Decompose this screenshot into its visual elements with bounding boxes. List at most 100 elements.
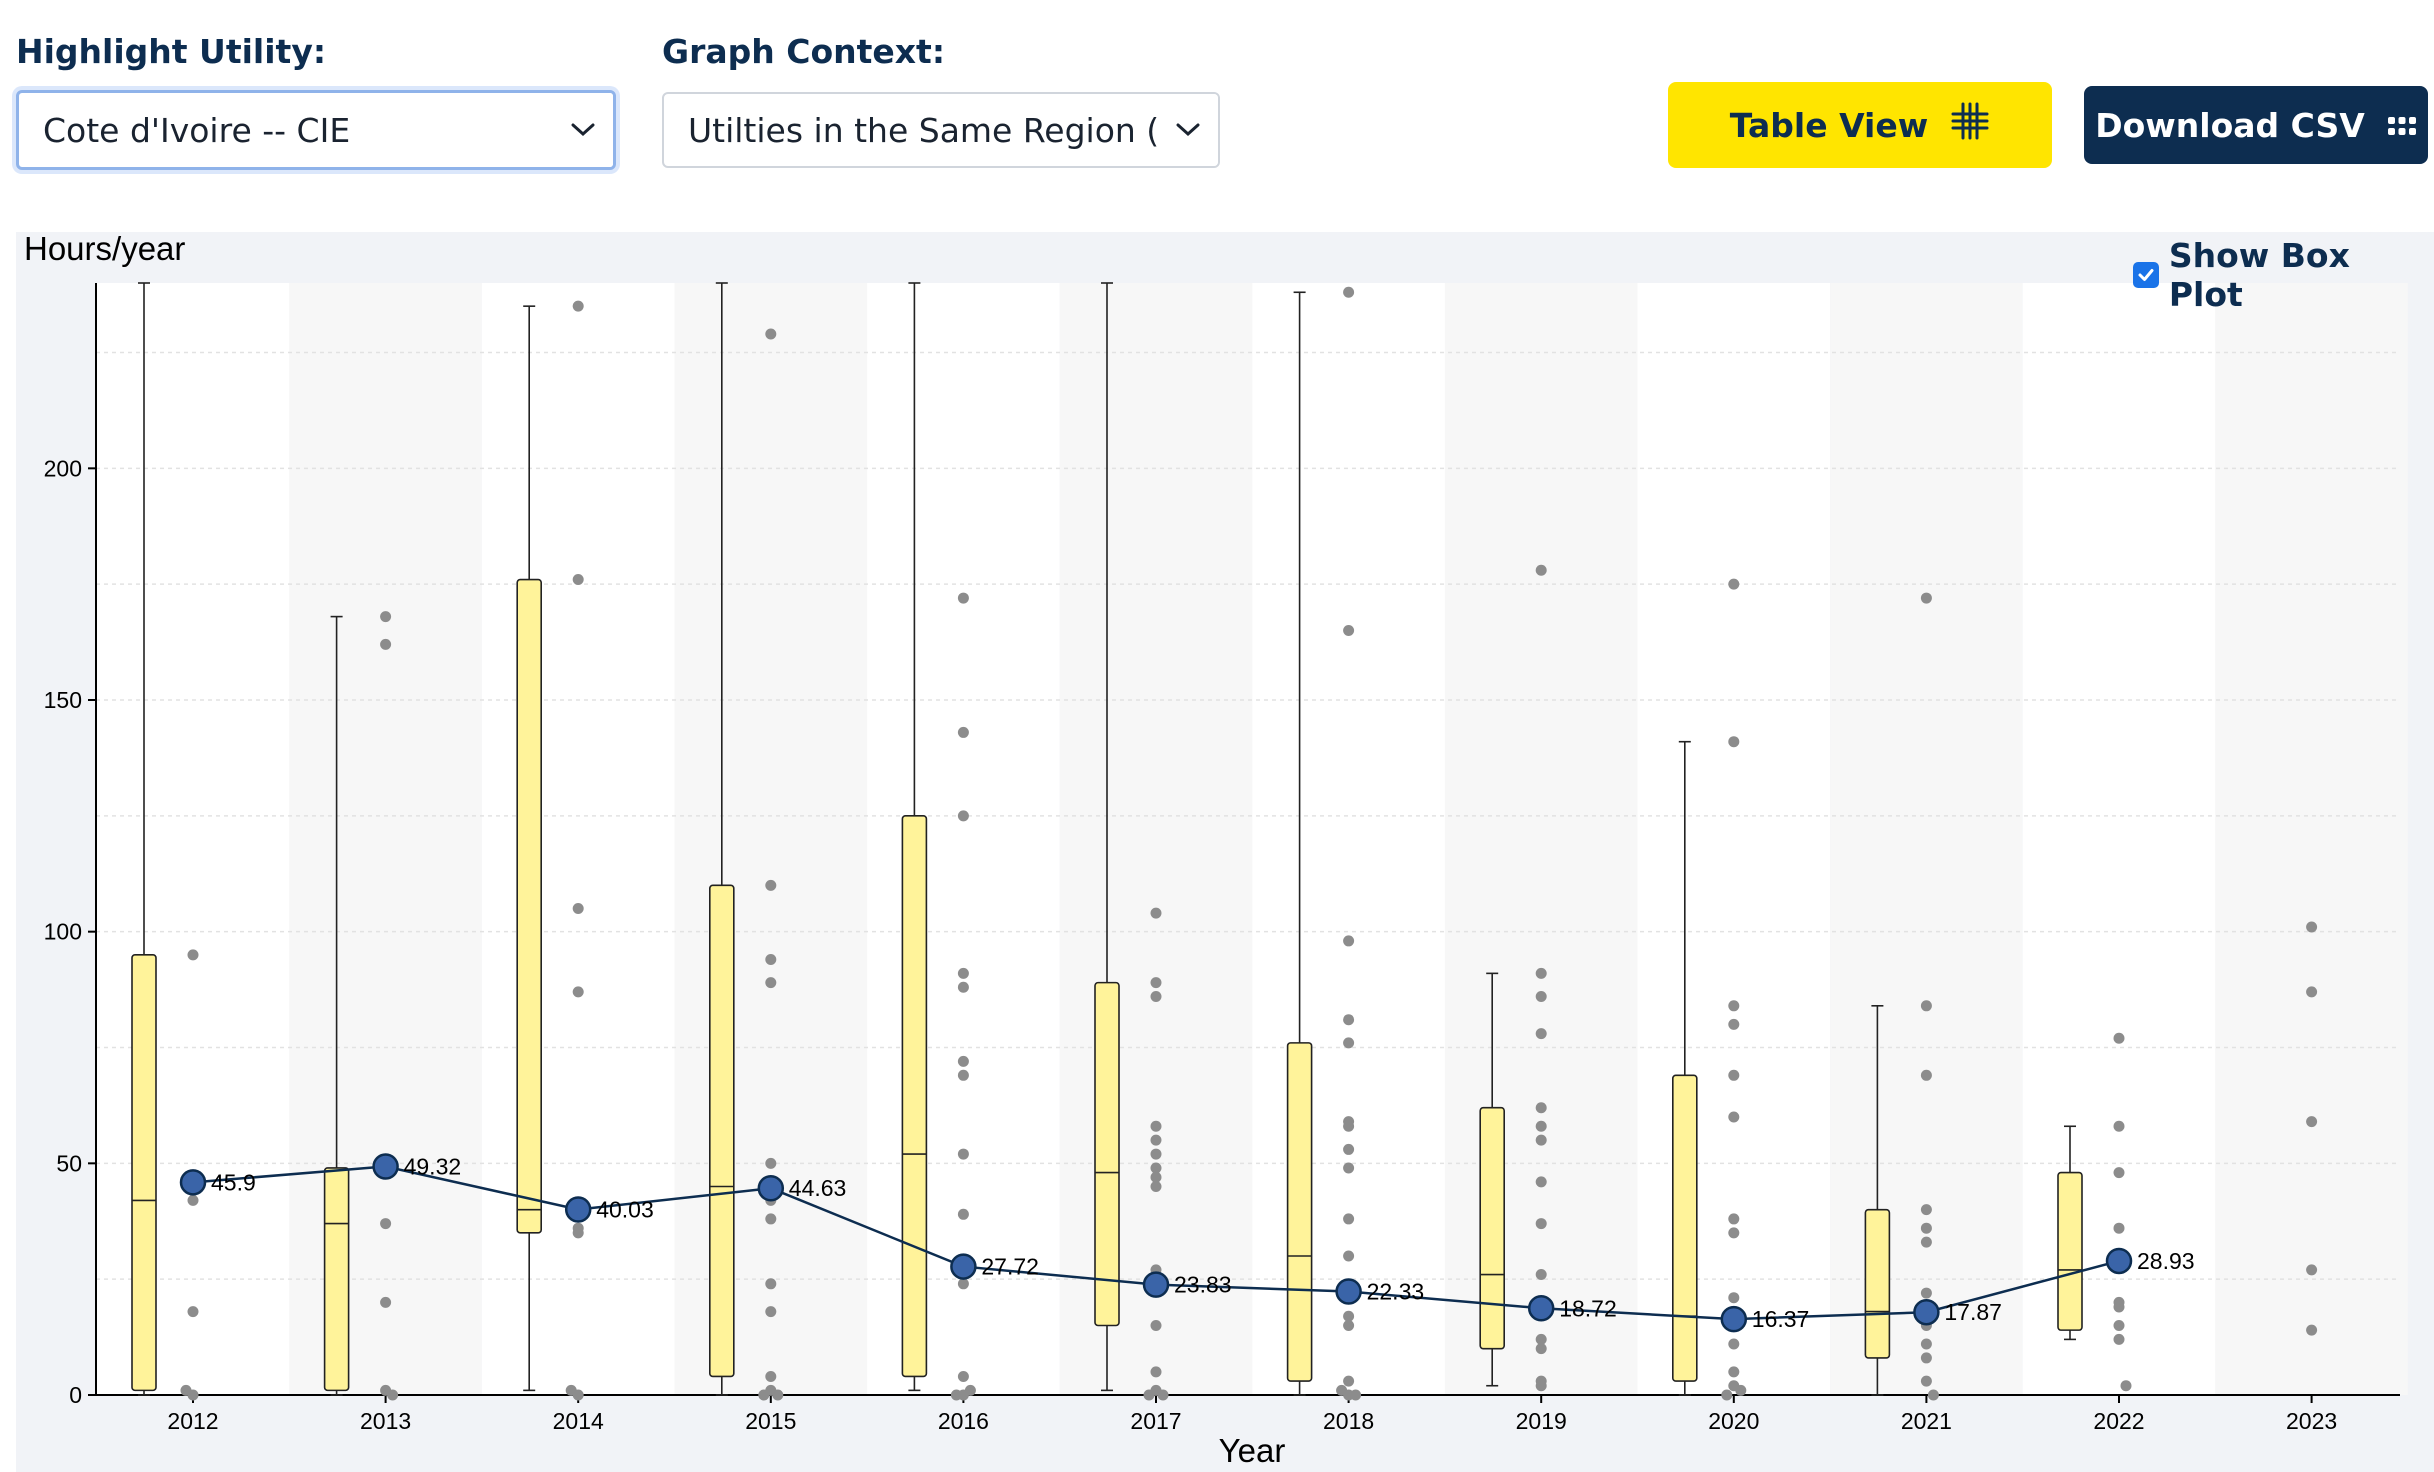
box-iqr (1672, 1074, 1698, 1382)
category-band (1059, 283, 1253, 1395)
utility-point (2113, 1333, 2125, 1345)
highlight-point (1335, 1278, 1362, 1305)
x-axis-title: Year (1219, 1432, 1286, 1469)
highlight-point (564, 1196, 592, 1223)
utility-point (572, 300, 584, 312)
table-view-button[interactable]: Table View (1668, 82, 2052, 168)
utility-point (1343, 1014, 1355, 1026)
utility-point (1157, 1389, 1169, 1401)
utility-point (957, 726, 969, 738)
utility-point (1920, 1000, 1932, 1012)
highlight-point (1142, 1271, 1170, 1298)
y-tick-label: 100 (44, 919, 82, 945)
highlight-data-label: 49.32 (404, 1153, 462, 1179)
utility-point (1920, 1069, 1932, 1081)
utility-point (1150, 1171, 1162, 1183)
category-band (867, 283, 1060, 1395)
utility-point (1728, 1213, 1740, 1225)
utility-point (1535, 1333, 1547, 1345)
box-iqr (1094, 981, 1120, 1327)
category-band (2022, 283, 2216, 1395)
utility-point (1920, 1338, 1932, 1350)
dots-grid-icon (2387, 106, 2417, 145)
utility-point (1920, 1375, 1932, 1387)
box-iqr (1864, 1208, 1891, 1359)
utility-point (957, 592, 969, 604)
utility-point (2113, 1120, 2125, 1132)
utility-point (2113, 1320, 2125, 1331)
x-tick-label: 2022 (2093, 1408, 2144, 1434)
highlight-data-label: 27.72 (981, 1254, 1039, 1280)
utility-point (1150, 1181, 1162, 1192)
utility-point (1150, 991, 1162, 1003)
highlight-point (1720, 1305, 1748, 1333)
chevron-down-icon (1158, 94, 1218, 166)
utility-point (380, 638, 392, 650)
utility-point (572, 1227, 584, 1239)
x-tick-label: 2013 (360, 1408, 411, 1434)
utility-point (765, 953, 777, 965)
utility-point (1150, 1134, 1162, 1146)
utility-point (1535, 1028, 1547, 1040)
utility-point (957, 810, 969, 822)
utility-point (1728, 1018, 1740, 1030)
utility-point (1343, 1375, 1355, 1387)
utility-point (1535, 967, 1547, 979)
utility-point (957, 1208, 969, 1220)
highlight-utility-select[interactable]: Cote d'Ivoire -- CIE (16, 90, 616, 170)
highlight-data-label: 16.37 (1752, 1306, 1810, 1332)
highlight-data-label: 22.33 (1367, 1279, 1425, 1305)
y-tick-label: 200 (44, 455, 82, 481)
utility-point (1143, 1389, 1155, 1401)
utility-point (1343, 625, 1355, 636)
box-iqr (131, 954, 157, 1392)
utility-point (1343, 1143, 1355, 1155)
utility-point (765, 328, 777, 340)
utility-point (1343, 1310, 1355, 1322)
utility-point (957, 1389, 969, 1401)
utility-point (1150, 1320, 1162, 1331)
checkbox-checked-icon[interactable] (2133, 262, 2159, 288)
utility-point (1150, 907, 1162, 919)
highlight-point (372, 1153, 399, 1180)
highlight-utility-value: Cote d'Ivoire -- CIE (43, 110, 351, 150)
box-iqr (2057, 1171, 2083, 1331)
utility-point (1535, 1380, 1547, 1392)
utility-point (187, 1306, 199, 1318)
show-box-plot-toggle[interactable]: Show Box Plot (2133, 236, 2434, 314)
utility-point (1920, 1287, 1932, 1299)
x-tick-label: 2015 (745, 1408, 796, 1434)
utility-point (187, 1194, 199, 1206)
highlight-point (757, 1174, 785, 1202)
category-band (674, 283, 868, 1395)
utility-point (765, 1157, 777, 1169)
highlight-data-label: 44.63 (789, 1175, 847, 1201)
utility-point (1721, 1389, 1733, 1401)
utility-point (1343, 1037, 1355, 1049)
highlight-point (1527, 1295, 1555, 1322)
chevron-down-icon (553, 93, 613, 167)
highlight-data-label: 45.9 (211, 1169, 256, 1195)
x-tick-label: 2012 (167, 1408, 218, 1434)
category-band (1444, 283, 1638, 1395)
utility-point (1728, 1111, 1740, 1123)
y-tick-label: 50 (56, 1150, 82, 1176)
utility-point (1920, 1222, 1932, 1234)
utility-point (1535, 1176, 1547, 1188)
utility-point (1728, 1366, 1740, 1378)
utility-point (187, 949, 199, 961)
graph-context-select[interactable]: Utilties in the Same Region ( (662, 92, 1220, 168)
utility-point (1535, 1102, 1547, 1114)
highlight-data-label: 18.72 (1559, 1295, 1617, 1321)
utility-point (1535, 1120, 1547, 1132)
x-tick-label: 2014 (553, 1408, 604, 1434)
download-csv-label: Download CSV (2095, 105, 2365, 145)
utility-point (1535, 1134, 1547, 1146)
utility-point (1343, 286, 1355, 298)
box-iqr (901, 815, 928, 1378)
download-csv-button[interactable]: Download CSV (2084, 86, 2428, 164)
utility-point (1728, 1227, 1740, 1239)
highlight-data-label: 17.87 (1944, 1299, 2002, 1325)
utility-point (957, 1148, 969, 1160)
